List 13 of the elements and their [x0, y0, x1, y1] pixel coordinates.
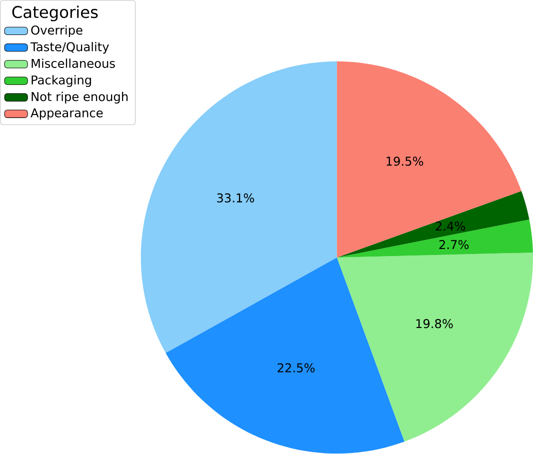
legend-label: Taste/Quality — [30, 42, 109, 54]
data-label: 19.5% — [386, 156, 424, 166]
legend-label: Not ripe enough — [32, 92, 128, 104]
legend-label: Appearance — [30, 108, 103, 120]
data-label: 22.5% — [278, 363, 315, 373]
legend-label: Packaging — [32, 75, 91, 88]
legend-label: Miscellaneous — [32, 58, 115, 68]
legend-label: Overripe — [31, 26, 82, 38]
data-label: 2.7% — [439, 240, 469, 250]
data-label: 33.1% — [217, 194, 254, 203]
data-label: 2.4% — [436, 222, 466, 231]
data-label: 19.8% — [416, 319, 453, 328]
legend-title: Categories — [12, 6, 98, 22]
